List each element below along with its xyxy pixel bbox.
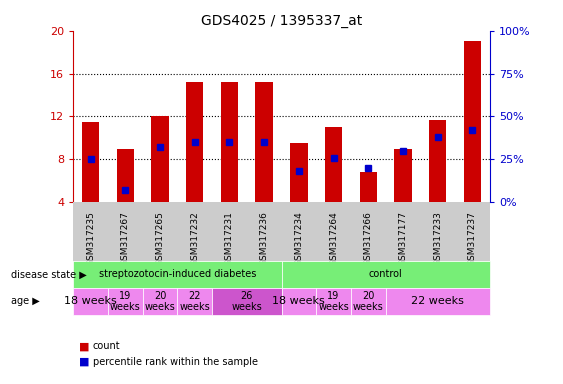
Bar <box>108 288 142 315</box>
Text: GSM317177: GSM317177 <box>399 211 408 266</box>
Text: 18 weeks: 18 weeks <box>64 296 117 306</box>
Text: 20
weeks: 20 weeks <box>353 291 383 312</box>
Bar <box>316 288 351 315</box>
Text: GSM317237: GSM317237 <box>468 211 477 266</box>
Text: 22
weeks: 22 weeks <box>180 291 210 312</box>
Text: 19
weeks: 19 weeks <box>318 291 349 312</box>
Title: GDS4025 / 1395337_at: GDS4025 / 1395337_at <box>201 14 362 28</box>
Bar <box>82 122 99 202</box>
Text: GSM317235: GSM317235 <box>86 211 95 266</box>
Bar <box>142 288 177 315</box>
Text: percentile rank within the sample: percentile rank within the sample <box>93 357 258 367</box>
Text: GSM317234: GSM317234 <box>294 211 303 266</box>
Text: GSM317267: GSM317267 <box>121 211 129 266</box>
Bar <box>429 120 446 202</box>
Bar <box>282 288 316 315</box>
Bar <box>290 143 307 202</box>
Bar <box>186 82 203 202</box>
Bar <box>256 82 273 202</box>
Bar <box>177 288 212 315</box>
Bar <box>325 127 342 202</box>
Text: GSM317232: GSM317232 <box>190 211 199 266</box>
Bar <box>117 149 134 202</box>
Text: 20
weeks: 20 weeks <box>145 291 175 312</box>
Text: age ▶: age ▶ <box>11 296 40 306</box>
Text: GSM317266: GSM317266 <box>364 211 373 266</box>
Text: GSM317264: GSM317264 <box>329 211 338 266</box>
Bar <box>151 116 169 202</box>
Bar <box>212 288 282 315</box>
Text: GSM317236: GSM317236 <box>260 211 269 266</box>
Bar <box>394 149 412 202</box>
Bar <box>73 261 282 288</box>
Bar <box>221 82 238 202</box>
Bar <box>73 288 108 315</box>
Bar <box>386 288 490 315</box>
Text: streptozotocin-induced diabetes: streptozotocin-induced diabetes <box>99 270 256 280</box>
Bar <box>464 41 481 202</box>
Text: GSM317265: GSM317265 <box>155 211 164 266</box>
Text: ■: ■ <box>79 357 90 367</box>
Text: count: count <box>93 341 120 351</box>
Text: 18 weeks: 18 weeks <box>272 296 325 306</box>
Text: disease state ▶: disease state ▶ <box>11 270 87 280</box>
Bar <box>282 261 490 288</box>
Text: ■: ■ <box>79 341 90 351</box>
Bar <box>360 172 377 202</box>
Text: 26
weeks: 26 weeks <box>231 291 262 312</box>
Text: GSM317231: GSM317231 <box>225 211 234 266</box>
Text: 22 weeks: 22 weeks <box>412 296 464 306</box>
Text: GSM317233: GSM317233 <box>434 211 442 266</box>
Bar <box>351 288 386 315</box>
Text: control: control <box>369 270 403 280</box>
Text: 19
weeks: 19 weeks <box>110 291 141 312</box>
